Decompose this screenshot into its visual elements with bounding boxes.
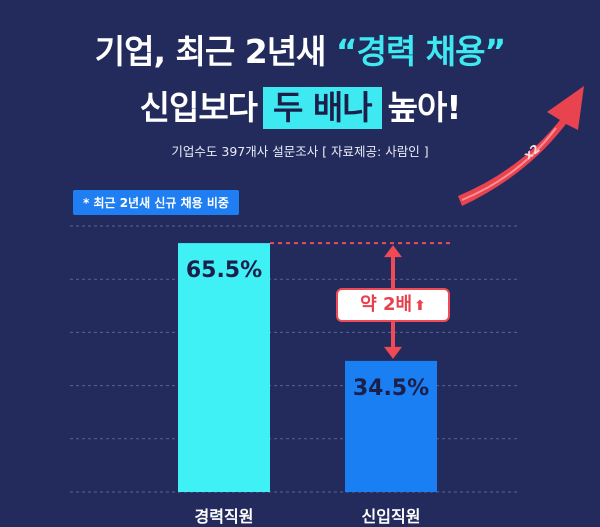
headline-highlight: “경력 채용” (335, 32, 506, 71)
headline-prefix: 기업, 최근 2년새 (94, 32, 336, 71)
category-label-2: 신입직원 (362, 507, 421, 526)
value-label-2: 34.5% (353, 376, 429, 401)
headline-line-1: 기업, 최근 2년새 “경력 채용” (0, 30, 600, 74)
headline-highlight-box: 두 배나 (263, 87, 382, 129)
difference-badge: 약 2배 ⬆ (336, 288, 450, 322)
headline-line-2: 신입보다 두 배나 높아! (0, 86, 600, 130)
chart-tag: * 최근 2년새 신규 채용 비중 (73, 190, 239, 215)
arrow-down-head-icon (384, 346, 402, 359)
headline-prefix-2: 신입보다 (139, 88, 258, 127)
survey-source-note: 기업수도 397개사 설문조사 [ 자료제공: 사람인 ] (171, 144, 429, 159)
chart-labels: 65.5% 경력직원 34.5% 신입직원 (186, 258, 429, 526)
chart-bars (178, 243, 437, 492)
category-label-1: 경력직원 (195, 507, 254, 526)
bar-1 (178, 243, 270, 492)
growth-arrow-icon: x2 (458, 86, 584, 206)
arrow-up-head-icon (384, 245, 402, 258)
value-label-1: 65.5% (186, 258, 262, 283)
up-arrow-icon: ⬆ (414, 298, 426, 314)
bar-2 (345, 360, 437, 492)
headline-suffix: 높아! (387, 88, 462, 127)
chart-gridlines (70, 225, 520, 493)
difference-badge-text: 약 2배 (360, 294, 413, 315)
